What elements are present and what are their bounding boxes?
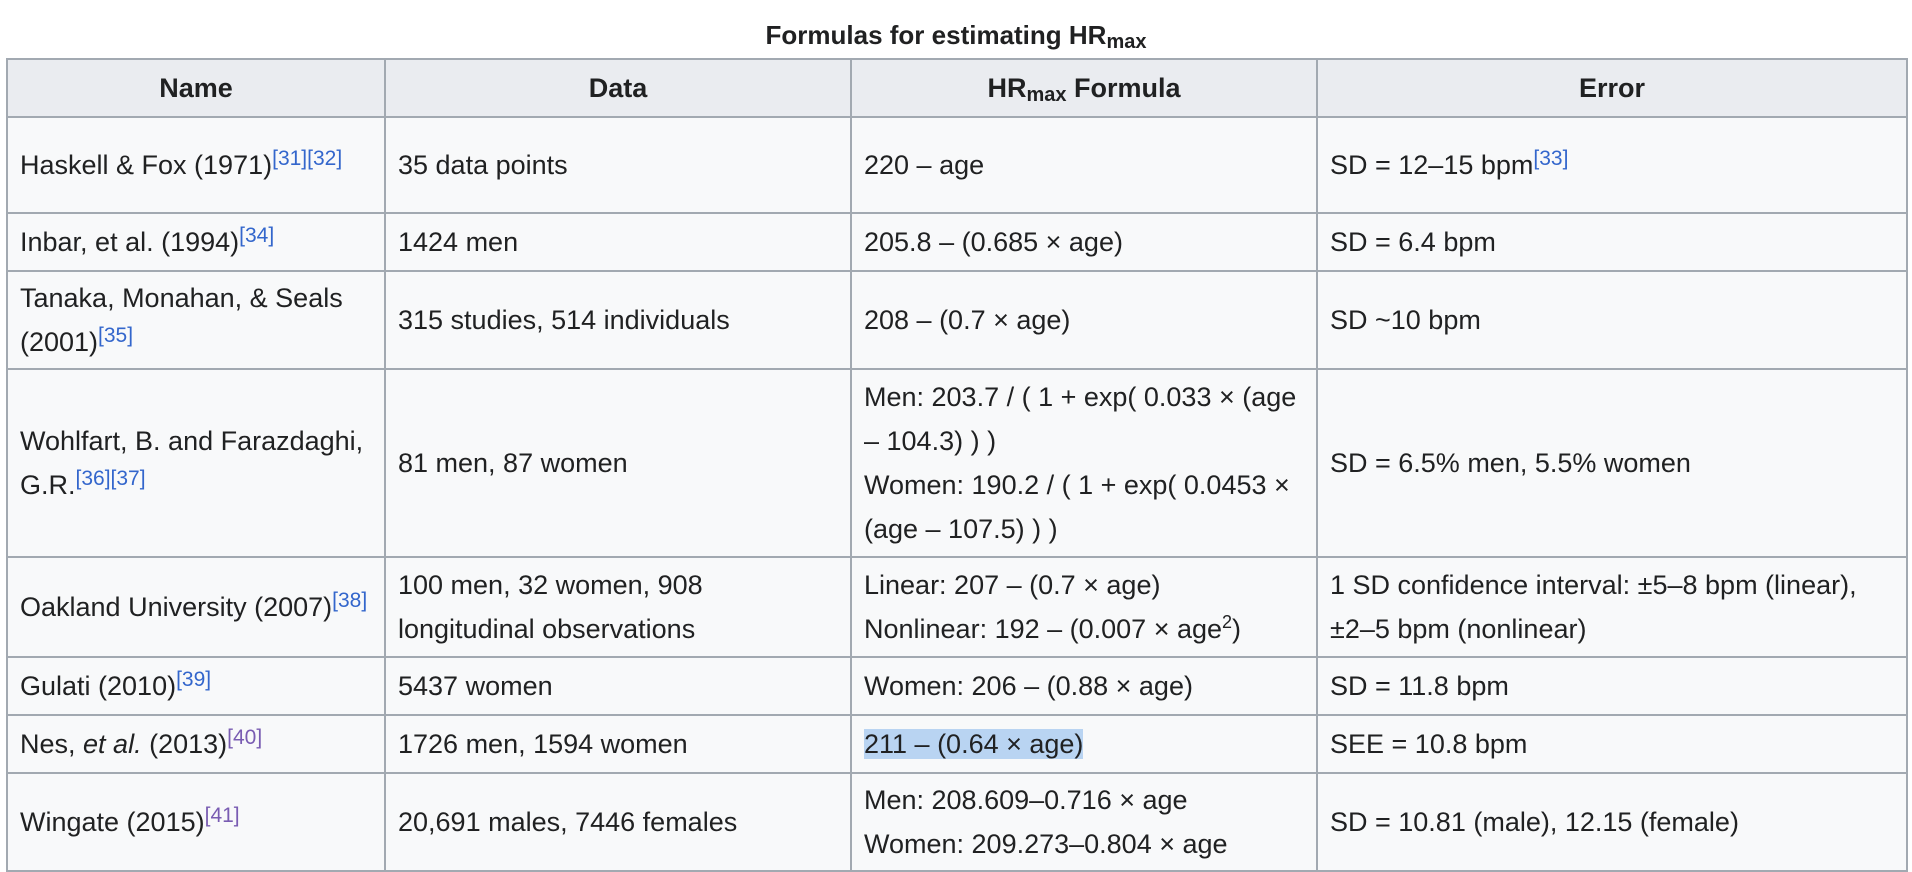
header-name[interactable]: Name	[6, 58, 386, 118]
cell-formula: Men: 208.609–0.716 × age Women: 209.273–0…	[850, 772, 1318, 872]
cell-formula: Linear: 207 – (0.7 × age) Nonlinear: 192 …	[850, 556, 1318, 658]
cell-error: 1 SD confidence interval: ±5–8 bpm (line…	[1316, 556, 1908, 658]
header-error[interactable]: Error	[1316, 58, 1908, 118]
header-row: Name Data HRmax Formula Error	[6, 58, 1908, 118]
caption-text: Formulas for estimating HR	[765, 20, 1107, 50]
cell-name: Nes, et al. (2013)[40]	[6, 714, 386, 774]
formula-women: Women: 190.2 / ( 1 + exp( 0.0453 × (age …	[864, 470, 1290, 544]
table-caption: Formulas for estimating HRmax	[6, 14, 1906, 58]
header-data[interactable]: Data	[384, 58, 852, 118]
citation-link[interactable]: [36]	[75, 467, 111, 490]
cell-formula: Men: 203.7 / ( 1 + exp( 0.033 × (age – 1…	[850, 368, 1318, 558]
cell-name: Wohlfart, B. and Farazdaghi, G.R.[36][37…	[6, 368, 386, 558]
citation-link[interactable]: [34]	[239, 224, 275, 247]
cell-name: Tanaka, Monahan, & Seals (2001)[35]	[6, 270, 386, 370]
header-formula-prefix: HR	[987, 73, 1027, 103]
name-text: Oakland University (2007)	[20, 592, 333, 622]
cell-error: SD = 12–15 bpm[33]	[1316, 116, 1908, 214]
cell-name: Haskell & Fox (1971)[31][32]	[6, 116, 386, 214]
formula-nonlinear-suffix: )	[1232, 614, 1242, 644]
formula-nonlinear-prefix: Nonlinear: 192 – (0.007 × age	[864, 614, 1223, 644]
table-row: Inbar, et al. (1994)[34] 1424 men 205.8 …	[6, 212, 1908, 272]
formula-women: Women: 209.273–0.804 × age	[864, 829, 1228, 859]
cell-data: 1424 men	[384, 212, 852, 272]
formula-nonlinear: Nonlinear: 192 – (0.007 × age2)	[864, 607, 1304, 651]
cell-data: 315 studies, 514 individuals	[384, 270, 852, 370]
cell-error: SD = 6.4 bpm	[1316, 212, 1908, 272]
error-text: SD = 12–15 bpm	[1330, 150, 1534, 180]
cell-data: 1726 men, 1594 women	[384, 714, 852, 774]
formula-men: Men: 208.609–0.716 × age	[864, 785, 1188, 815]
name-text: Tanaka, Monahan, & Seals (2001)	[20, 283, 343, 357]
cell-formula: 208 – (0.7 × age)	[850, 270, 1318, 370]
cell-formula: 205.8 – (0.685 × age)	[850, 212, 1318, 272]
hrmax-formulas-table: Name Data HRmax Formula Error Haskell & …	[6, 58, 1908, 872]
citation-link[interactable]: [41]	[204, 804, 240, 827]
cell-formula: Women: 206 – (0.88 × age)	[850, 656, 1318, 716]
cell-data: 35 data points	[384, 116, 852, 214]
cell-name: Oakland University (2007)[38]	[6, 556, 386, 658]
name-text: Wohlfart, B. and Farazdaghi, G.R.	[20, 426, 364, 500]
citation-link[interactable]: [40]	[227, 726, 263, 749]
header-formula-sub: max	[1026, 84, 1067, 106]
table-row: Wingate (2015)[41] 20,691 males, 7446 fe…	[6, 772, 1908, 872]
cell-error: SD = 10.81 (male), 12.15 (female)	[1316, 772, 1908, 872]
name-text: Wingate (2015)	[20, 807, 205, 837]
citation-link[interactable]: [32]	[307, 147, 343, 170]
table-row: Tanaka, Monahan, & Seals (2001)[35] 315 …	[6, 270, 1908, 370]
name-year: (2013)	[141, 729, 228, 759]
cell-name: Wingate (2015)[41]	[6, 772, 386, 872]
name-text: Haskell & Fox (1971)	[20, 150, 273, 180]
cell-error: SD = 6.5% men, 5.5% women	[1316, 368, 1908, 558]
cell-formula: 211 – (0.64 × age)	[850, 714, 1318, 774]
header-formula-suffix: Formula	[1066, 73, 1181, 103]
caption-subscript: max	[1106, 31, 1147, 53]
cell-error: SD = 11.8 bpm	[1316, 656, 1908, 716]
citation-link[interactable]: [39]	[176, 668, 212, 691]
table-row: Nes, et al. (2013)[40] 1726 men, 1594 wo…	[6, 714, 1908, 774]
name-text: Inbar, et al. (1994)	[20, 227, 240, 257]
table-row: Wohlfart, B. and Farazdaghi, G.R.[36][37…	[6, 368, 1908, 558]
name-text: Nes,	[20, 729, 84, 759]
cell-data: 81 men, 87 women	[384, 368, 852, 558]
table-row: Gulati (2010)[39] 5437 women Women: 206 …	[6, 656, 1908, 716]
cell-formula: 220 – age	[850, 116, 1318, 214]
citation-link[interactable]: [37]	[110, 467, 146, 490]
citation-link[interactable]: [38]	[332, 589, 368, 612]
name-italic: et al.	[83, 729, 142, 759]
citation-link[interactable]: [35]	[98, 324, 134, 347]
table-row: Haskell & Fox (1971)[31][32] 35 data poi…	[6, 116, 1908, 214]
cell-error: SEE = 10.8 bpm	[1316, 714, 1908, 774]
table-row: Oakland University (2007)[38] 100 men, 3…	[6, 556, 1908, 658]
formula-linear: Linear: 207 – (0.7 × age)	[864, 570, 1161, 600]
cell-name: Inbar, et al. (1994)[34]	[6, 212, 386, 272]
cell-data: 20,691 males, 7446 females	[384, 772, 852, 872]
cell-name: Gulati (2010)[39]	[6, 656, 386, 716]
name-text: Gulati (2010)	[20, 671, 177, 701]
cell-data: 100 men, 32 women, 908 longitudinal obse…	[384, 556, 852, 658]
formula-men: Men: 203.7 / ( 1 + exp( 0.033 × (age – 1…	[864, 382, 1297, 456]
hrmax-table-wrapper: Formulas for estimating HRmax Name Data …	[6, 14, 1908, 872]
citation-link[interactable]: [33]	[1533, 147, 1569, 170]
header-formula[interactable]: HRmax Formula	[850, 58, 1318, 118]
citation-link[interactable]: [31]	[272, 147, 308, 170]
cell-error: SD ~10 bpm	[1316, 270, 1908, 370]
exponent: 2	[1222, 612, 1233, 632]
cell-data: 5437 women	[384, 656, 852, 716]
selected-formula-text[interactable]: 211 – (0.64 × age)	[864, 729, 1084, 759]
